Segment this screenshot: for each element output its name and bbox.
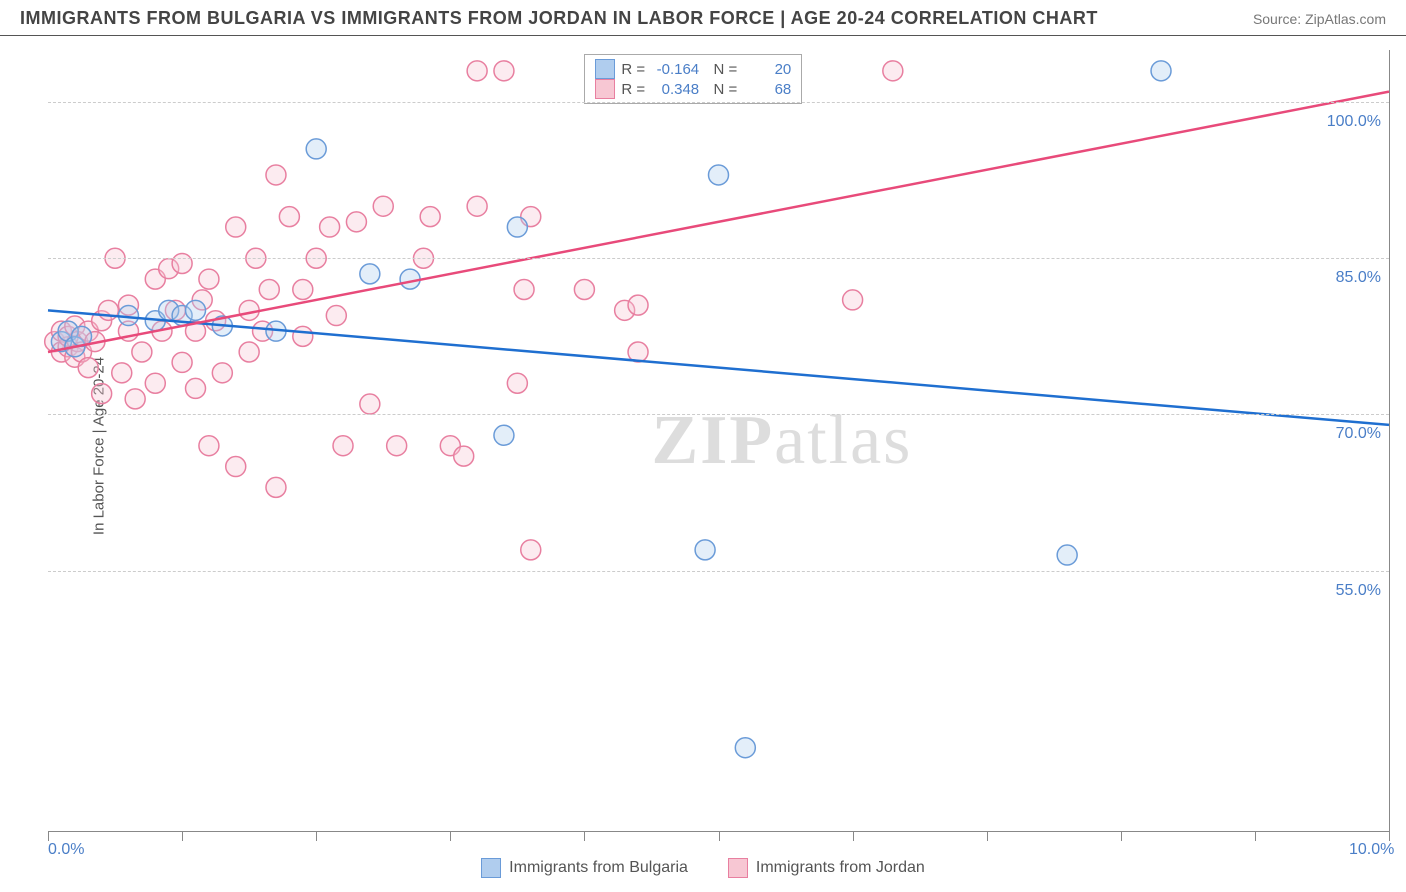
data-point [709,165,729,185]
swatch-icon [728,858,748,878]
gridline [48,414,1389,415]
data-point [467,196,487,216]
data-point [514,280,534,300]
stat-r-value: 0.348 [651,81,699,98]
data-point [186,300,206,320]
title-bar: IMMIGRANTS FROM BULGARIA VS IMMIGRANTS F… [0,0,1406,36]
data-point [92,384,112,404]
data-point [266,165,286,185]
scatter-plot [48,50,1389,831]
data-point [494,61,514,81]
legend-item: Immigrants from Jordan [728,858,925,878]
data-point [266,477,286,497]
stat-r-label: R = [621,81,645,98]
data-point [507,373,527,393]
data-point [507,217,527,237]
x-tick [48,831,49,841]
x-tick [1389,831,1390,841]
x-tick [182,831,183,841]
data-point [387,436,407,456]
data-point [199,269,219,289]
legend-label: Immigrants from Bulgaria [509,859,688,877]
data-point [145,373,165,393]
data-point [239,342,259,362]
stats-row: R = 0.348 N = 68 [595,79,791,99]
stat-n-label: N = [705,61,737,78]
source-label: Source: ZipAtlas.com [1253,11,1386,27]
data-point [306,139,326,159]
x-tick [316,831,317,841]
x-tick [987,831,988,841]
stat-n-value: 68 [743,81,791,98]
trend-line [48,310,1389,425]
swatch-icon [595,59,615,79]
data-point [883,61,903,81]
y-tick-label: 100.0% [1327,113,1381,131]
y-tick-label: 70.0% [1336,425,1381,443]
data-point [521,540,541,560]
data-point [360,264,380,284]
data-point [494,425,514,445]
x-tick-label: 10.0% [1349,841,1394,859]
x-tick [1255,831,1256,841]
data-point [420,207,440,227]
data-point [695,540,715,560]
swatch-icon [481,858,501,878]
data-point [1151,61,1171,81]
stat-r-value: -0.164 [651,61,699,78]
stats-row: R = -0.164 N = 20 [595,59,791,79]
data-point [112,363,132,383]
chart-area: ZIPatlas R =-0.164 N =20R =0.348 N =68 5… [48,50,1390,832]
data-point [199,436,219,456]
data-point [574,280,594,300]
data-point [360,394,380,414]
data-point [212,363,232,383]
data-point [172,352,192,372]
x-tick [853,831,854,841]
data-point [735,738,755,758]
data-point [259,280,279,300]
data-point [467,61,487,81]
series-legend: Immigrants from Bulgaria Immigrants from … [0,858,1406,878]
data-point [373,196,393,216]
data-point [1057,545,1077,565]
gridline [48,258,1389,259]
y-tick-label: 85.0% [1336,269,1381,287]
stat-r-label: R = [621,61,645,78]
x-tick [584,831,585,841]
data-point [226,457,246,477]
swatch-icon [595,79,615,99]
x-tick-label: 0.0% [48,841,84,859]
data-point [125,389,145,409]
data-point [172,253,192,273]
data-point [326,306,346,326]
data-point [293,280,313,300]
data-point [333,436,353,456]
chart-title: IMMIGRANTS FROM BULGARIA VS IMMIGRANTS F… [20,8,1098,29]
data-point [843,290,863,310]
stat-n-value: 20 [743,61,791,78]
x-tick [450,831,451,841]
stat-n-label: N = [705,81,737,98]
data-point [279,207,299,227]
data-point [132,342,152,362]
data-point [346,212,366,232]
legend-label: Immigrants from Jordan [756,859,925,877]
x-tick [1121,831,1122,841]
x-tick [719,831,720,841]
data-point [78,358,98,378]
data-point [186,378,206,398]
data-point [320,217,340,237]
y-tick-label: 55.0% [1336,582,1381,600]
data-point [293,326,313,346]
data-point [226,217,246,237]
legend-item: Immigrants from Bulgaria [481,858,688,878]
gridline [48,102,1389,103]
data-point [628,295,648,315]
gridline [48,571,1389,572]
data-point [454,446,474,466]
trend-line [48,92,1389,352]
stats-legend: R = -0.164 N = 20 R = 0.348 N = 68 [584,54,802,104]
